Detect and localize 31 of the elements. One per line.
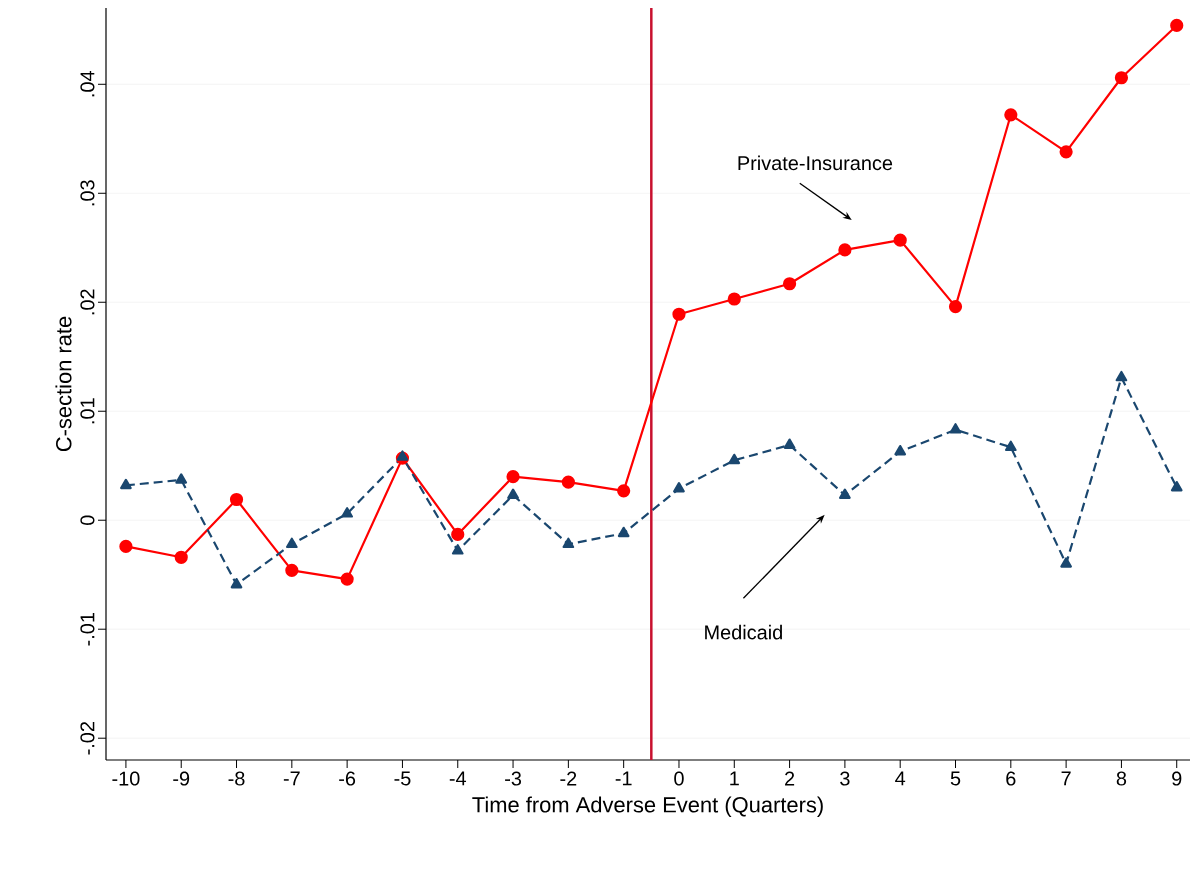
x-tick-label: -5 xyxy=(394,771,411,786)
x-tick-label: 6 xyxy=(1006,771,1016,786)
x-tick-label: 9 xyxy=(1172,771,1182,786)
y-axis-title: C-section rate xyxy=(55,316,72,452)
x-tick-label: 7 xyxy=(1061,771,1071,786)
annotation: Medicaid xyxy=(705,624,782,640)
x-tick-label: 2 xyxy=(785,771,795,786)
x-tick-label: -4 xyxy=(449,771,467,786)
x-tick-label: -8 xyxy=(228,771,245,786)
y-tick-label: .01 xyxy=(80,398,95,424)
x-tick-label: 5 xyxy=(950,771,961,786)
x-tick-label: -6 xyxy=(339,771,356,786)
x-tick-label: -7 xyxy=(283,771,300,786)
x-axis-title: Time from Adverse Event (Quarters) xyxy=(472,796,823,817)
x-tick-label: 4 xyxy=(895,771,906,786)
x-tick-label: -1 xyxy=(615,771,632,786)
x-tick-label: -3 xyxy=(505,771,522,786)
y-tick-label: 0 xyxy=(80,515,95,525)
annotation: Private-Insurance xyxy=(738,155,893,171)
y-tick-label: -.02 xyxy=(80,722,95,755)
x-tick-label: 1 xyxy=(730,771,739,786)
x-tick-label: -9 xyxy=(173,771,190,786)
y-tick-label: -.01 xyxy=(80,613,95,646)
y-tick-label: .04 xyxy=(80,71,95,97)
y-tick-label: .03 xyxy=(80,180,95,206)
x-tick-label: 0 xyxy=(674,771,684,786)
x-tick-label: -10 xyxy=(112,771,140,786)
x-tick-label: 3 xyxy=(840,771,850,786)
y-tick-label: .02 xyxy=(80,289,95,315)
x-tick-label: -2 xyxy=(560,771,577,786)
x-tick-label: 8 xyxy=(1116,771,1127,786)
